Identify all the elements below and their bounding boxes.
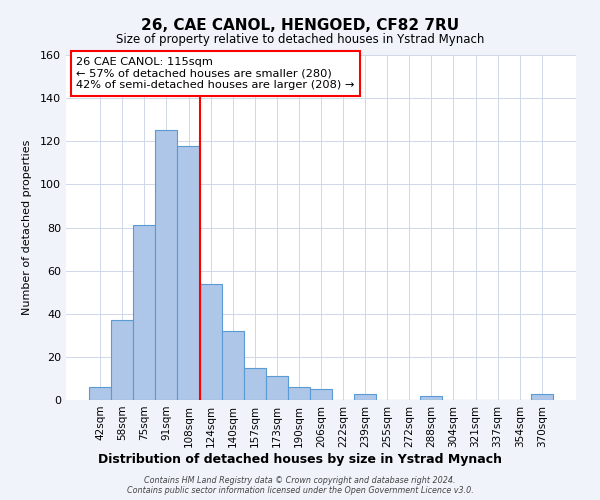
- Text: Contains HM Land Registry data © Crown copyright and database right 2024.
Contai: Contains HM Land Registry data © Crown c…: [127, 476, 473, 495]
- Text: 26, CAE CANOL, HENGOED, CF82 7RU: 26, CAE CANOL, HENGOED, CF82 7RU: [141, 18, 459, 32]
- Bar: [133, 226, 155, 400]
- Bar: [89, 387, 111, 400]
- Bar: [421, 396, 442, 400]
- Y-axis label: Number of detached properties: Number of detached properties: [22, 140, 32, 315]
- Bar: [178, 146, 200, 400]
- Bar: [354, 394, 376, 400]
- Bar: [221, 331, 244, 400]
- Bar: [310, 389, 332, 400]
- Bar: [288, 387, 310, 400]
- Bar: [266, 376, 288, 400]
- Text: Size of property relative to detached houses in Ystrad Mynach: Size of property relative to detached ho…: [116, 32, 484, 46]
- Bar: [111, 320, 133, 400]
- Bar: [155, 130, 178, 400]
- Bar: [244, 368, 266, 400]
- Bar: [200, 284, 221, 400]
- Bar: [531, 394, 553, 400]
- Text: Distribution of detached houses by size in Ystrad Mynach: Distribution of detached houses by size …: [98, 452, 502, 466]
- Text: 26 CAE CANOL: 115sqm
← 57% of detached houses are smaller (280)
42% of semi-deta: 26 CAE CANOL: 115sqm ← 57% of detached h…: [76, 56, 355, 90]
